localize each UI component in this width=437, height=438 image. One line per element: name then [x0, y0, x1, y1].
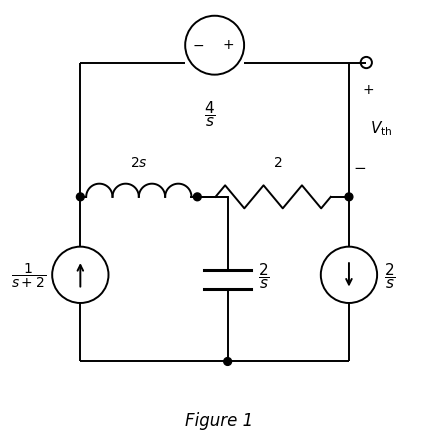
Circle shape [194, 194, 201, 201]
Text: $+$: $+$ [362, 83, 375, 97]
Circle shape [345, 194, 353, 201]
Text: $-$: $-$ [192, 38, 204, 52]
Circle shape [224, 358, 232, 366]
Circle shape [76, 194, 84, 201]
Text: $2$: $2$ [273, 155, 282, 170]
Text: $\dfrac{2}{s}$: $\dfrac{2}{s}$ [258, 260, 270, 290]
Text: $\dfrac{2}{s}$: $\dfrac{2}{s}$ [384, 260, 395, 290]
Text: $-$: $-$ [353, 159, 366, 173]
Text: Figure 1: Figure 1 [185, 411, 253, 429]
Text: $2s$: $2s$ [130, 155, 148, 170]
Text: $V_{\mathregular{th}}$: $V_{\mathregular{th}}$ [370, 119, 393, 138]
Text: $\dfrac{1}{s+2}$: $\dfrac{1}{s+2}$ [10, 261, 46, 290]
Text: $\dfrac{4}{s}$: $\dfrac{4}{s}$ [205, 99, 216, 129]
Text: $+$: $+$ [222, 38, 234, 52]
